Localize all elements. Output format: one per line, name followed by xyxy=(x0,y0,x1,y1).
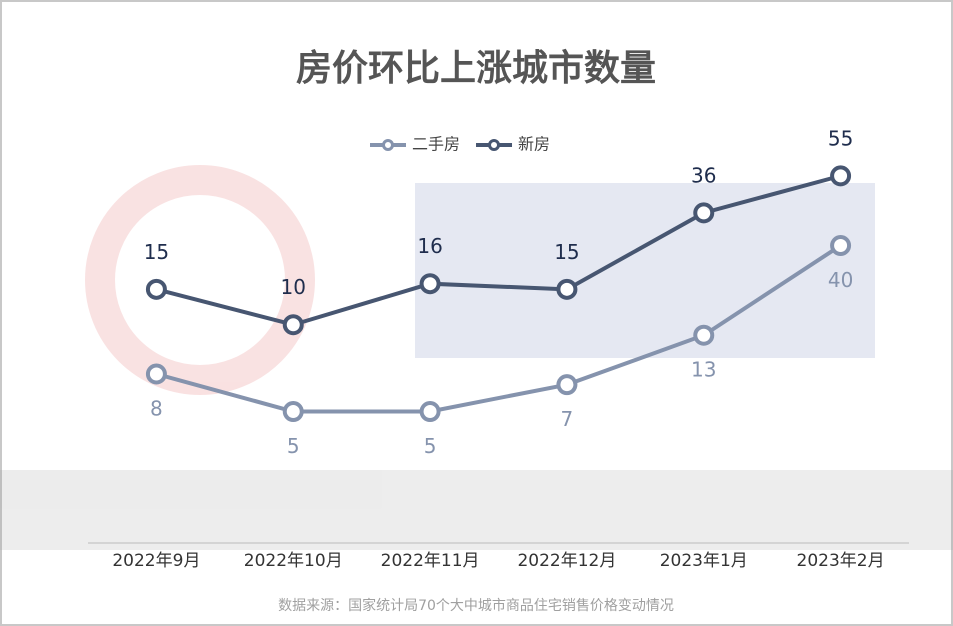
data-point xyxy=(693,202,715,224)
chart-title: 房价环比上涨城市数量 xyxy=(296,48,656,89)
x-tick-label: 2022年10月 xyxy=(244,551,343,571)
data-point xyxy=(145,278,167,300)
data-label: 15 xyxy=(554,240,579,264)
data-label: 13 xyxy=(691,358,716,382)
watermark xyxy=(0,165,953,550)
data-point xyxy=(282,401,304,423)
x-tick-label: 2023年2月 xyxy=(797,551,885,571)
series-line xyxy=(155,243,842,414)
data-label: 16 xyxy=(417,234,442,258)
data-point xyxy=(556,278,578,300)
data-label: 5 xyxy=(424,434,437,458)
source: 数据来源：国家统计局70个大中城市商品住宅销售价格变动情况 xyxy=(278,597,674,614)
data-point xyxy=(419,273,441,295)
legend-label: 新房 xyxy=(518,135,550,154)
x-tick-label: 2022年9月 xyxy=(112,551,200,571)
data-label: 7 xyxy=(561,407,574,431)
data-point xyxy=(556,374,578,396)
data-label: 40 xyxy=(828,268,853,292)
x-tick-label: 2022年12月 xyxy=(517,551,616,571)
data-point xyxy=(693,324,715,346)
data-point xyxy=(145,363,167,385)
data-point xyxy=(419,401,441,423)
legend-marker xyxy=(382,139,394,151)
x-tick-label: 2022年11月 xyxy=(381,551,480,571)
data-label: 5 xyxy=(287,434,300,458)
data-label: 10 xyxy=(281,275,306,299)
x-tick-label: 2023年1月 xyxy=(660,551,748,571)
data-point xyxy=(282,314,304,336)
data-label: 55 xyxy=(828,126,853,150)
data-label: 15 xyxy=(144,240,169,264)
data-point xyxy=(830,235,852,257)
series-line xyxy=(155,173,842,327)
data-label: 8 xyxy=(150,396,163,420)
legend-marker xyxy=(488,139,501,151)
legend-label: 二手房 xyxy=(412,135,460,154)
data-label: 36 xyxy=(691,163,716,187)
data-point xyxy=(830,165,852,187)
